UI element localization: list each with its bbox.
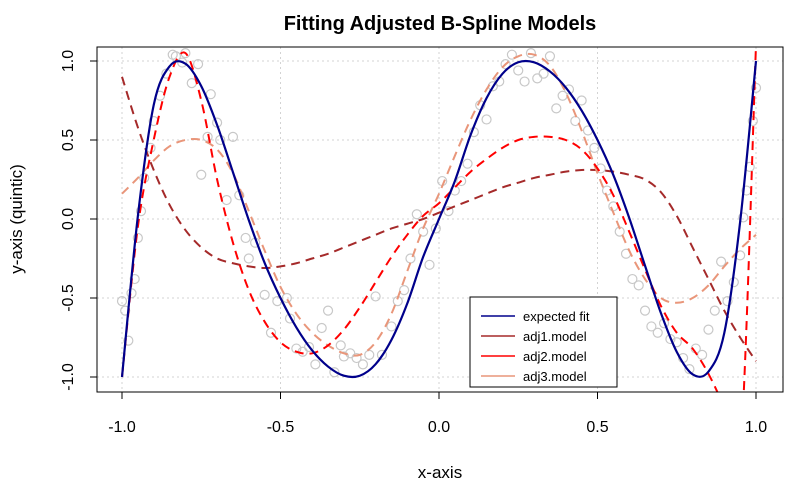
data-point <box>665 333 676 345</box>
data-point <box>205 89 216 100</box>
data-point <box>513 65 524 76</box>
data-point <box>243 253 254 264</box>
legend-label: adj3.model <box>523 369 587 384</box>
data-point <box>481 114 492 125</box>
data-point <box>551 103 562 114</box>
legend: expected fit adj1.model adj2.model adj3.mod… <box>469 296 618 388</box>
data-point <box>351 352 362 364</box>
data-point <box>411 209 422 220</box>
series-line-expected-fit <box>120 59 758 379</box>
grid <box>97 47 783 392</box>
x-tick-label: 1.0 <box>745 419 767 436</box>
data-point <box>652 327 663 338</box>
data-point <box>399 285 410 296</box>
y-tick-label: -0.5 <box>60 284 77 312</box>
data-point <box>386 321 397 332</box>
data-point <box>221 194 232 206</box>
data-point <box>697 349 708 360</box>
data-point <box>357 359 369 370</box>
data-point <box>738 212 749 223</box>
legend-label: adj2.model <box>523 349 587 364</box>
data-point <box>316 322 327 334</box>
series-line-adj1-model <box>121 76 757 362</box>
data-point <box>310 359 321 370</box>
x-axis-label: x-axis <box>418 463 462 482</box>
data-point <box>576 95 587 106</box>
data-point <box>329 367 340 378</box>
series-line-adj3-model <box>121 52 757 357</box>
chart-title: Fitting Adjusted B-Spline Models <box>284 13 597 35</box>
data-point <box>265 327 277 338</box>
data-point <box>126 288 137 299</box>
data-point <box>291 343 302 354</box>
y-tick-label: 1.0 <box>60 50 77 72</box>
series-lines <box>120 47 758 392</box>
legend-label: adj1.model <box>523 329 587 344</box>
x-axis: -1.0 -0.5 0.0 0.5 1.0 <box>108 392 767 436</box>
data-point <box>519 76 530 87</box>
data-point <box>703 324 714 335</box>
data-point <box>443 206 454 217</box>
y-axis: -1.0 -0.5 0.0 0.5 1.0 <box>60 50 97 391</box>
data-point <box>716 256 727 267</box>
data-point <box>532 73 543 84</box>
data-point <box>123 335 134 346</box>
data-point <box>646 321 657 332</box>
data-point <box>322 305 334 316</box>
data-point <box>240 232 251 244</box>
data-point <box>525 47 537 59</box>
data-point <box>424 259 435 270</box>
data-point <box>544 51 556 62</box>
data-point <box>750 82 762 93</box>
data-point <box>506 49 518 60</box>
legend-box <box>469 296 618 388</box>
data-point <box>281 292 292 304</box>
data-point <box>633 280 644 291</box>
data-point <box>338 351 349 362</box>
data-point <box>722 296 733 307</box>
data-point <box>684 364 695 375</box>
x-tick-label: -0.5 <box>267 419 295 436</box>
data-point <box>284 313 296 324</box>
x-tick-label: 0.5 <box>586 419 608 436</box>
data-point <box>116 296 128 307</box>
data-point <box>462 158 473 169</box>
data-point <box>538 68 549 79</box>
x-tick-label: 0.0 <box>428 419 450 436</box>
data-point <box>227 131 239 142</box>
data-point <box>370 291 381 302</box>
data-point <box>120 305 131 316</box>
data-point <box>627 273 638 285</box>
data-point <box>709 305 720 316</box>
data-point <box>364 349 375 360</box>
y-tick-label: 0.5 <box>60 129 77 151</box>
data-point <box>335 340 346 351</box>
data-point <box>456 175 467 187</box>
data-point <box>177 57 188 68</box>
data-point <box>196 169 207 180</box>
data-point <box>376 349 388 360</box>
data-point <box>259 289 270 300</box>
data-point <box>132 232 143 244</box>
data-point <box>303 341 315 353</box>
series-line-adj2-model <box>121 47 757 392</box>
data-point <box>186 78 197 89</box>
x-tick-label: -1.0 <box>108 419 136 436</box>
y-tick-label: 0.0 <box>60 208 77 230</box>
data-point <box>129 273 140 285</box>
legend-label: expected fit <box>523 309 590 324</box>
y-tick-label: -1.0 <box>60 363 77 391</box>
data-point <box>500 59 511 70</box>
data-point <box>589 142 600 153</box>
y-axis-label: y-axis (quintic) <box>7 164 26 274</box>
data-point <box>192 59 204 70</box>
data-point <box>639 305 651 316</box>
